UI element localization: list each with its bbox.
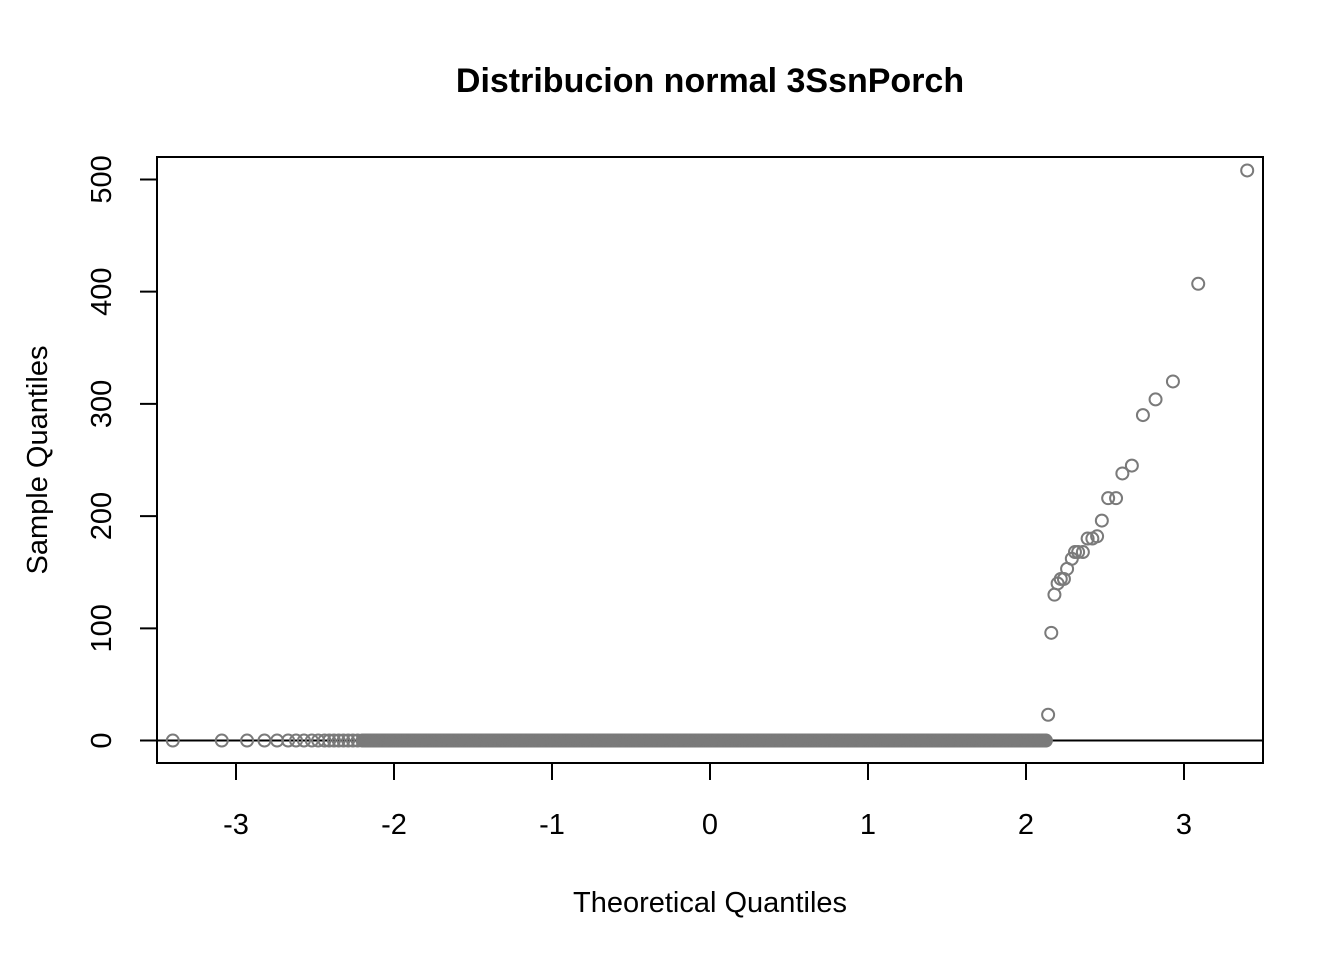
chart-title: Distribucion normal 3SsnPorch	[456, 62, 964, 100]
points-group	[165, 163, 1255, 748]
data-point	[165, 733, 180, 748]
data-point	[1165, 374, 1180, 389]
data-point	[1148, 392, 1163, 407]
data-point	[1101, 491, 1116, 506]
data-point	[322, 733, 337, 748]
x-axis-label: Theoretical Quantiles	[573, 887, 847, 919]
data-point	[1044, 625, 1059, 640]
y-tick-label: 0	[86, 733, 118, 749]
y-tick-label: 300	[86, 380, 118, 428]
y-tick-label: 400	[86, 268, 118, 316]
data-point	[1071, 545, 1086, 560]
data-point	[281, 733, 296, 748]
data-point	[1090, 529, 1105, 544]
data-point	[331, 733, 346, 748]
data-point	[1115, 466, 1130, 481]
x-tick-label: -1	[539, 809, 565, 841]
data-point	[1240, 163, 1255, 178]
data-point	[1041, 707, 1056, 722]
plot-frame	[156, 156, 1264, 764]
data-point	[336, 733, 351, 748]
x-tick-label: 2	[1018, 809, 1034, 841]
data-point	[1124, 458, 1139, 473]
x-tick-label: 0	[702, 809, 718, 841]
data-point	[1038, 733, 1053, 748]
data-point	[1094, 513, 1109, 528]
data-point	[296, 733, 311, 748]
data-point	[1047, 587, 1062, 602]
x-tick-label: -3	[223, 809, 249, 841]
data-point	[1080, 531, 1095, 546]
x-tick-label: 1	[860, 809, 876, 841]
data-point	[341, 733, 356, 748]
data-point	[289, 733, 304, 748]
data-point	[214, 733, 229, 748]
y-axis: 0 100 200 300 400 500	[86, 155, 158, 749]
data-point	[240, 733, 255, 748]
data-point	[1075, 545, 1090, 560]
x-axis: -3 -2 -1 0 1 2 3	[223, 762, 1192, 841]
x-tick-label: -2	[381, 809, 407, 841]
data-point	[317, 733, 332, 748]
y-tick-label: 500	[86, 155, 118, 203]
y-axis-label: Sample Quantiles	[22, 346, 54, 575]
data-point	[1191, 276, 1206, 291]
data-point	[326, 733, 341, 748]
y-tick-label: 200	[86, 492, 118, 540]
data-point	[1135, 408, 1150, 423]
y-tick-label: 100	[86, 604, 118, 652]
x-tick-label: 3	[1176, 809, 1192, 841]
data-point	[1109, 491, 1124, 506]
